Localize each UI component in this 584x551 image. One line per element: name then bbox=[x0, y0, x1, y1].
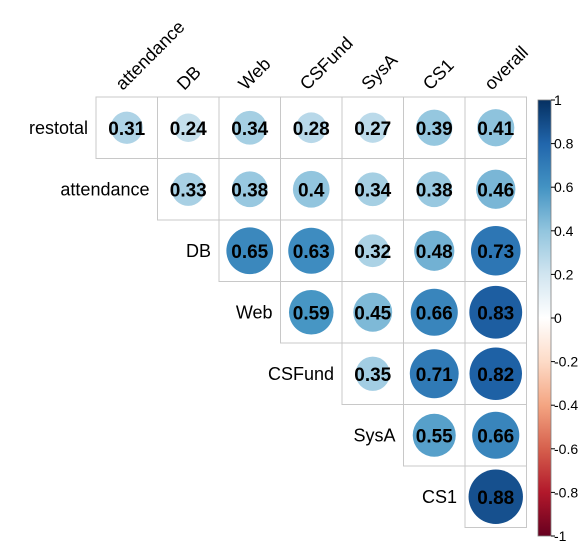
correlation-value-label: 0.34 bbox=[354, 180, 391, 201]
correlation-value-label: 0.31 bbox=[108, 119, 145, 140]
correlation-value-label: 0.66 bbox=[477, 426, 514, 447]
correlation-circle bbox=[355, 172, 390, 207]
correlation-circle bbox=[410, 288, 458, 336]
correlation-value-label: 0.32 bbox=[354, 242, 391, 263]
correlation-value-label: 0.82 bbox=[477, 365, 514, 386]
correlation-value-label: 0.73 bbox=[477, 242, 514, 263]
correlation-value-label: 0.63 bbox=[293, 242, 330, 263]
correlation-value-label: 0.33 bbox=[170, 180, 207, 201]
correlation-circle bbox=[416, 171, 453, 208]
correlation-circle bbox=[416, 109, 453, 146]
correlation-circle bbox=[414, 230, 455, 271]
correlation-value-label: 0.66 bbox=[416, 303, 453, 324]
colorbar-tick-label: 0.8 bbox=[554, 136, 574, 152]
column-label: SysA bbox=[357, 50, 401, 94]
correlation-circle bbox=[469, 285, 523, 339]
correlation-value-label: 0.48 bbox=[416, 242, 453, 263]
correlation-circle bbox=[476, 169, 516, 209]
row-label: restotal bbox=[29, 118, 88, 138]
colorbar-tick-label: 0.2 bbox=[554, 266, 574, 282]
correlation-value-label: 0.45 bbox=[354, 303, 391, 324]
grid-cell bbox=[157, 158, 220, 221]
correlation-value-label: 0.39 bbox=[416, 119, 453, 140]
correlation-value-label: 0.59 bbox=[293, 303, 330, 324]
correlation-circle bbox=[226, 227, 274, 275]
colorbar-gradient bbox=[537, 99, 552, 537]
column-label: overall bbox=[480, 42, 532, 94]
correlation-value-label: 0.41 bbox=[477, 119, 514, 140]
correlation-circle bbox=[469, 347, 523, 401]
colorbar-tick-label: -1 bbox=[554, 528, 567, 544]
correlation-circle bbox=[174, 113, 203, 142]
row-label: DB bbox=[186, 241, 211, 261]
correlation-circle bbox=[477, 109, 515, 147]
correlation-circle bbox=[468, 469, 523, 524]
row-label: CS1 bbox=[422, 487, 457, 507]
row-label: CSFund bbox=[268, 364, 334, 384]
column-label: DB bbox=[173, 62, 205, 94]
correlation-value-label: 0.4 bbox=[298, 180, 325, 201]
correlation-circle bbox=[355, 356, 390, 391]
correlation-value-label: 0.38 bbox=[231, 180, 268, 201]
colorbar-tick-label: 0.4 bbox=[554, 223, 574, 239]
correlation-circle bbox=[295, 112, 327, 144]
correlation-value-label: 0.38 bbox=[416, 180, 453, 201]
column-label: Web bbox=[234, 54, 274, 94]
colorbar-tick-label: -0.6 bbox=[554, 441, 578, 457]
colorbar-tick-label: 0 bbox=[554, 310, 562, 326]
correlation-value-label: 0.55 bbox=[416, 426, 453, 447]
row-label: attendance bbox=[60, 179, 149, 199]
correlation-circle bbox=[353, 292, 393, 332]
correlation-circle bbox=[231, 171, 268, 208]
correlation-value-label: 0.24 bbox=[170, 119, 207, 140]
correlation-value-label: 0.71 bbox=[416, 365, 453, 386]
circle-marks bbox=[110, 109, 523, 524]
correlation-circle bbox=[288, 289, 334, 335]
correlation-value-label: 0.65 bbox=[231, 242, 268, 263]
row-label: SysA bbox=[353, 425, 395, 445]
correlation-circle bbox=[357, 112, 388, 143]
column-label: CS1 bbox=[419, 55, 458, 94]
correlation-circle bbox=[356, 234, 390, 268]
correlation-circle bbox=[412, 413, 456, 457]
colorbar-tick-label: -0.8 bbox=[554, 484, 578, 500]
colorbar: 1 0.8 0.6 0.4 0.2 0 -0.2 -0.4 -0.6 -0.8 -1 bbox=[537, 92, 578, 544]
correlation-circle bbox=[292, 170, 330, 208]
correlation-value-label: 0.28 bbox=[293, 119, 330, 140]
correlation-value-label: 0.88 bbox=[477, 488, 514, 509]
correlation-circle bbox=[110, 111, 143, 144]
correlation-circle bbox=[288, 227, 335, 274]
colorbar-tick-label: 0.6 bbox=[554, 179, 574, 195]
correlation-circle bbox=[232, 110, 267, 145]
colorbar-tick-label: -0.2 bbox=[554, 354, 578, 370]
correlation-value-label: 0.83 bbox=[477, 303, 514, 324]
correlation-value-label: 0.46 bbox=[477, 180, 514, 201]
correlation-value-label: 0.27 bbox=[354, 119, 391, 140]
column-label: CSFund bbox=[296, 33, 357, 94]
correlation-value-label: 0.35 bbox=[354, 365, 391, 386]
correlation-circle bbox=[472, 411, 520, 459]
correlation-value-label: 0.34 bbox=[231, 119, 268, 140]
correlation-circle bbox=[470, 225, 521, 276]
row-label: Web bbox=[236, 302, 273, 322]
row-labels: restotal attendance DB Web CSFund SysA CS1 bbox=[29, 118, 457, 507]
correlation-circle bbox=[409, 349, 459, 399]
colorbar-tick-label: -0.4 bbox=[554, 397, 578, 413]
value-labels: 0.31 0.24 0.34 0.28 0.27 0.39 0.41 0.33 0.38 0.4 0… bbox=[108, 119, 514, 509]
correlation-circle bbox=[171, 172, 205, 206]
colorbar-tick-label: 1 bbox=[554, 92, 562, 108]
